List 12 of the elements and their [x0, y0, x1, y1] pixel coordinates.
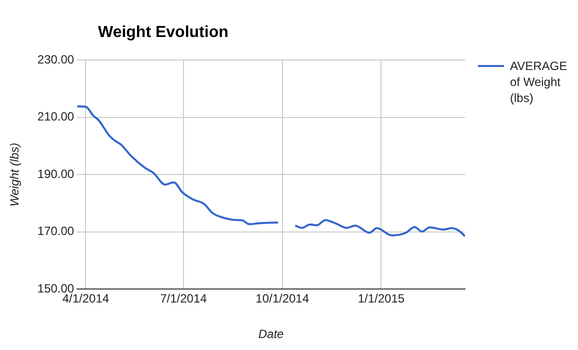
y-tick-label: 230.00 [37, 52, 74, 66]
x-tick-label: 10/1/2014 [256, 292, 310, 306]
legend-label: AVERAGE of Weight (lbs) [510, 58, 568, 106]
y-axis-title: Weight (lbs) [8, 142, 22, 206]
x-tick-label: 4/1/2014 [62, 292, 110, 306]
x-tick-label: 1/1/2015 [358, 292, 405, 306]
x-axis-title: Date [258, 327, 284, 342]
y-tick-label: 170.00 [37, 224, 74, 238]
chart-title: Weight Evolution [98, 24, 228, 42]
y-tick-label: 210.00 [37, 110, 74, 124]
x-tick-label: 7/1/2014 [160, 292, 208, 306]
y-tick-label: 190.00 [37, 166, 74, 181]
